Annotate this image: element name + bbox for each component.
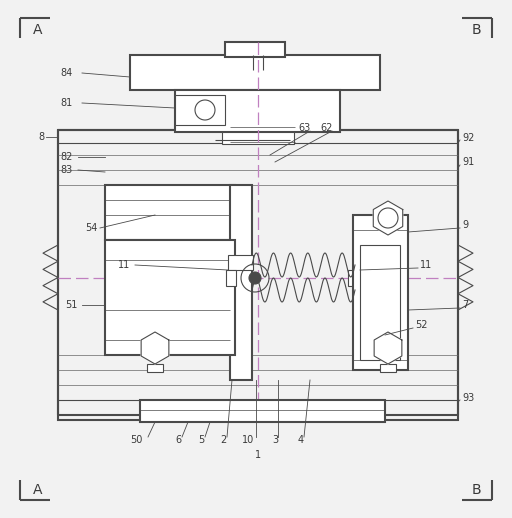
Bar: [105, 240, 235, 355]
Text: B: B: [471, 483, 481, 497]
Text: 9: 9: [462, 220, 468, 230]
Text: 8: 8: [38, 132, 44, 142]
Text: 2: 2: [220, 435, 226, 445]
Text: 93: 93: [462, 393, 474, 403]
Text: 3: 3: [272, 435, 278, 445]
Text: A: A: [33, 23, 42, 37]
Polygon shape: [374, 332, 402, 364]
Text: 91: 91: [462, 157, 474, 167]
Bar: [140, 400, 385, 422]
Text: 92: 92: [462, 133, 475, 143]
Text: 6: 6: [175, 435, 181, 445]
Text: 11: 11: [118, 260, 130, 270]
Text: 50: 50: [130, 435, 142, 445]
Circle shape: [249, 272, 261, 284]
Text: B: B: [471, 23, 481, 37]
Text: 11: 11: [420, 260, 432, 270]
Text: 63: 63: [298, 123, 310, 133]
Polygon shape: [373, 201, 403, 235]
Text: 10: 10: [242, 435, 254, 445]
Text: 5: 5: [198, 435, 204, 445]
Bar: [175, 95, 225, 125]
Bar: [175, 90, 340, 132]
Bar: [130, 55, 380, 90]
Bar: [230, 185, 252, 380]
Bar: [228, 255, 253, 270]
Bar: [222, 132, 294, 144]
Text: 4: 4: [298, 435, 304, 445]
Bar: [348, 270, 358, 286]
Bar: [353, 215, 408, 370]
Bar: [225, 42, 285, 57]
Bar: [58, 130, 458, 420]
Text: 54: 54: [85, 223, 97, 233]
Text: 52: 52: [415, 320, 428, 330]
Text: 83: 83: [60, 165, 72, 175]
Bar: [226, 270, 236, 286]
Text: 82: 82: [60, 152, 72, 162]
Bar: [105, 185, 235, 240]
Text: 84: 84: [60, 68, 72, 78]
Text: 7: 7: [462, 300, 468, 310]
Bar: [380, 364, 396, 372]
Bar: [147, 364, 163, 372]
Polygon shape: [141, 332, 169, 364]
Text: A: A: [33, 483, 42, 497]
Text: 1: 1: [255, 450, 261, 460]
Text: 51: 51: [65, 300, 77, 310]
Text: 81: 81: [60, 98, 72, 108]
Bar: [360, 245, 400, 360]
Text: 62: 62: [320, 123, 332, 133]
